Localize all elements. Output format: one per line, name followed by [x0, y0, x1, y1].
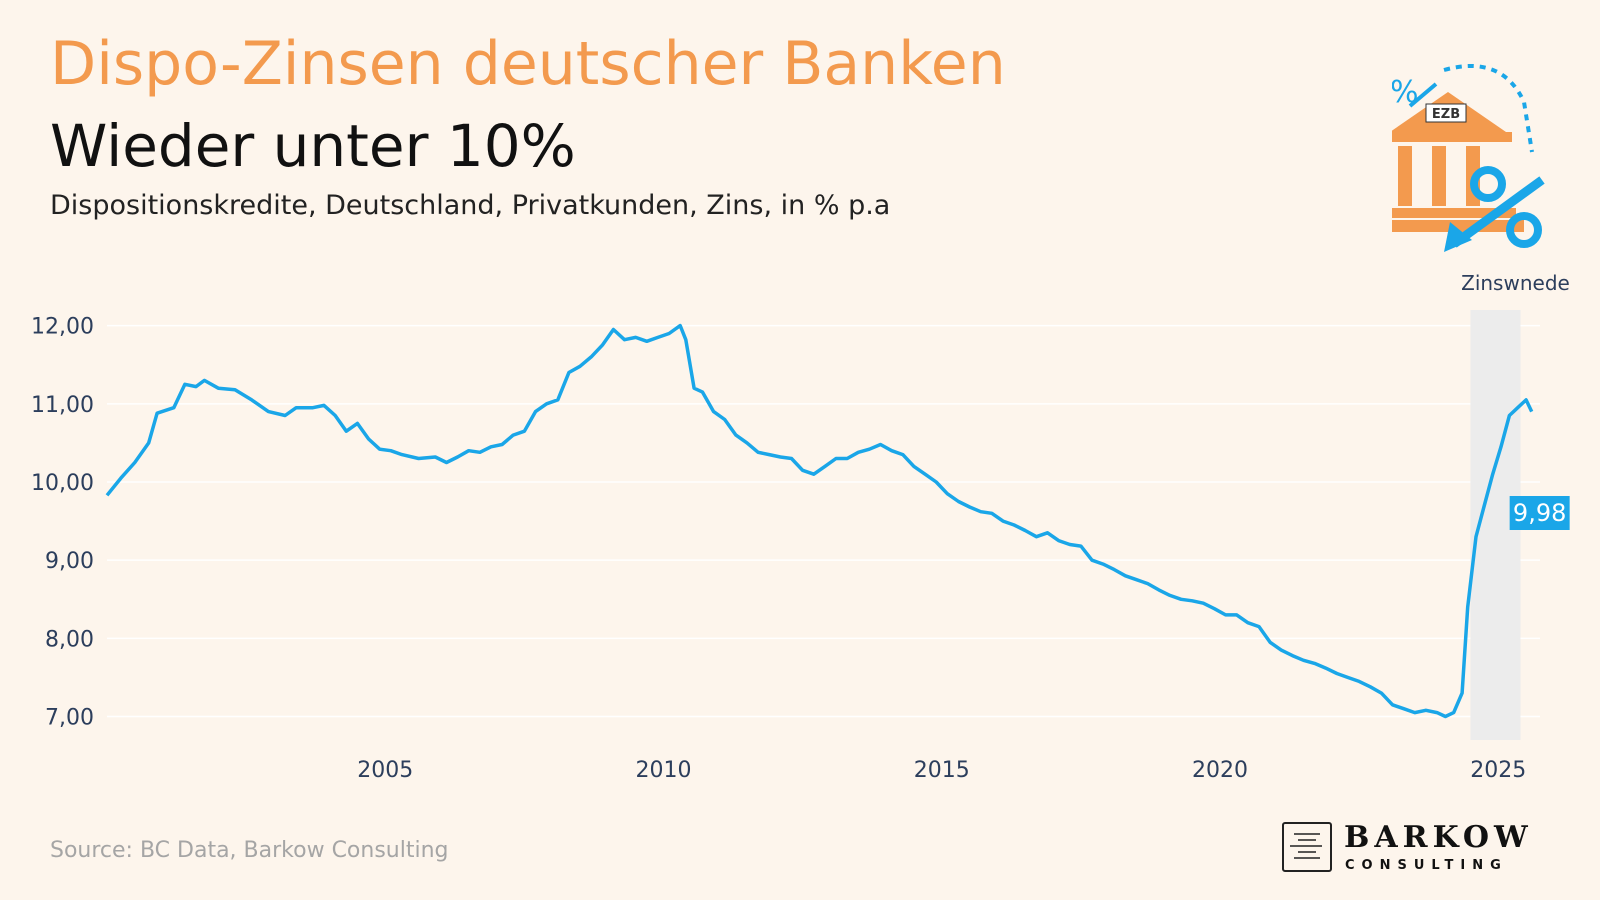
x-axis: 2005 2010 2015 2020 2025 — [357, 758, 1526, 783]
logo-wordmark: BARKOW — [1344, 820, 1533, 855]
y-tick-label: 8,00 — [45, 627, 94, 652]
y-tick-label: 9,00 — [45, 549, 94, 574]
chart-subtitle: Wieder unter 10% — [50, 112, 576, 180]
y-tick-label: 12,00 — [31, 315, 94, 340]
last-value-badge — [1509, 496, 1570, 530]
y-tick-label: 7,00 — [45, 706, 94, 731]
x-tick-label: 2010 — [636, 758, 692, 783]
x-tick-label: 2025 — [1470, 758, 1526, 783]
barkow-logo: BARKOW CONSULTING — [1282, 820, 1582, 878]
y-tick-label: 11,00 — [31, 393, 94, 418]
y-tick-label: 10,00 — [31, 471, 94, 496]
chart-description: Dispositionskredite, Deutschland, Privat… — [50, 190, 891, 221]
last-value-label: 9,98 — [1513, 499, 1566, 527]
source-note: Source: BC Data, Barkow Consulting — [50, 838, 449, 863]
highlight-label: Zinswnede — [1461, 271, 1570, 295]
bank-interest-icon: % EZB — [1392, 64, 1545, 252]
x-tick-label: 2020 — [1192, 758, 1248, 783]
y-axis: 7,00 8,00 9,00 10,00 11,00 12,00 — [31, 315, 94, 731]
series-line — [105, 323, 1534, 719]
x-tick-label: 2015 — [914, 758, 970, 783]
logo-mark-icon — [1282, 822, 1332, 872]
chart-title: Dispo-Zinsen deutscher Banken — [50, 29, 1006, 99]
logo-subtitle: CONSULTING — [1345, 858, 1508, 873]
ezb-label: EZB — [1432, 107, 1460, 122]
x-tick-label: 2005 — [357, 758, 413, 783]
grid-lines — [107, 324, 1540, 718]
